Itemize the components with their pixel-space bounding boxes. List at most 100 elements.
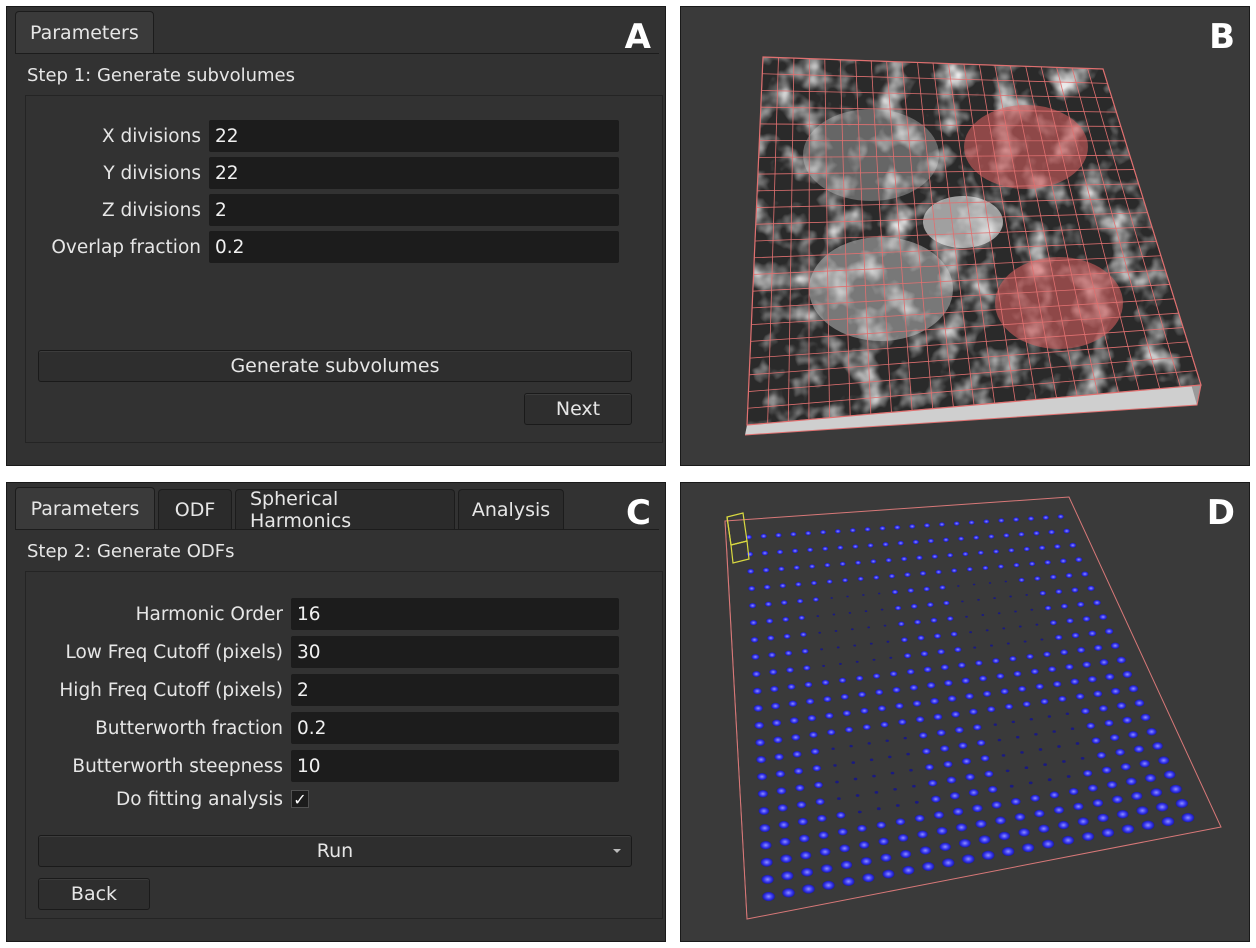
panel-b-subvolume-viewer[interactable]: B [680, 6, 1250, 466]
harmonic-order-input[interactable]: 16 [291, 598, 619, 630]
z-divisions-input[interactable]: 2 [209, 194, 619, 226]
odf-glyph [1022, 701, 1031, 707]
odf-glyph [869, 642, 873, 645]
odf-glyph [1146, 727, 1157, 736]
next-button[interactable]: Next [524, 393, 632, 425]
odf-glyph [1099, 614, 1108, 620]
overlap-fraction-row: Overlap fraction 0.2 [27, 231, 619, 263]
odf-glyph [1156, 802, 1169, 812]
odf-glyph [832, 613, 836, 616]
odf-glyph [747, 568, 755, 574]
odf-glyph [1047, 778, 1052, 782]
odf-glyph [748, 585, 756, 592]
odf-glyph [1140, 713, 1151, 722]
odf-glyph [982, 565, 989, 571]
pillar-region [809, 237, 953, 341]
odf-glyph [1092, 799, 1104, 807]
odf-glyph [997, 564, 1004, 569]
run-dropdown-button[interactable]: Run [38, 835, 632, 867]
butterworth-steepness-row: Butterworth steepness 10 [27, 750, 619, 782]
odf-glyph [1043, 763, 1047, 766]
odf-glyph [800, 851, 812, 860]
odf-glyph [1057, 514, 1064, 519]
panel-letter-d: D [1206, 493, 1235, 533]
odf-glyph [912, 539, 919, 545]
tab-odf[interactable]: ODF [158, 489, 232, 529]
tab-parameters[interactable]: Parameters [15, 487, 155, 529]
odf-glyph [852, 544, 859, 549]
odf-glyph [780, 854, 792, 864]
odf-glyph [779, 837, 791, 846]
odf-glyph [942, 858, 955, 868]
odf-glyph [761, 874, 774, 884]
odf-glyph [778, 820, 789, 829]
butterworth-fraction-label: Butterworth fraction [95, 717, 283, 739]
odf-glyph [958, 536, 965, 541]
panel-d-odf-viewer[interactable]: D [680, 482, 1250, 942]
odf-glyph [849, 528, 856, 533]
odf-glyph [965, 615, 968, 618]
odf-glyph [835, 780, 839, 784]
odf-glyph [1035, 683, 1044, 690]
low-freq-cutoff-input[interactable]: 30 [291, 636, 619, 668]
odf-glyph [1065, 572, 1073, 579]
overlap-fraction-label: Overlap fraction [51, 236, 201, 258]
x-divisions-input[interactable]: 22 [209, 120, 619, 152]
tab-parameters[interactable]: Parameters [15, 11, 154, 53]
odf-glyph [757, 790, 768, 798]
y-divisions-label: Y divisions [103, 162, 201, 184]
odf-glyph [1122, 670, 1133, 678]
odf-glyph [757, 773, 767, 781]
odf-glyph [760, 857, 773, 867]
odf-glyph [1139, 759, 1150, 768]
high-freq-cutoff-label: High Freq Cutoff (pixels) [59, 679, 283, 701]
odf-glyph [1062, 760, 1066, 763]
odf-glyph [957, 585, 960, 587]
odf-glyph [761, 550, 769, 556]
odf-glyph [876, 821, 886, 829]
odf-glyph [756, 756, 766, 764]
odf-glyph [802, 884, 815, 894]
odf-glyph [919, 571, 927, 576]
odf-glyph [1052, 730, 1056, 733]
back-button[interactable]: Back [38, 878, 150, 910]
odf-glyph [972, 583, 976, 586]
odf-glyph [824, 562, 831, 568]
odf-glyph [1053, 806, 1064, 814]
odf-glyph [1010, 798, 1021, 806]
odf-glyph [1116, 702, 1127, 710]
generate-subvolumes-button[interactable]: Generate subvolumes [38, 350, 632, 382]
odf-glyph [826, 579, 833, 584]
tab-spherical-harmonics[interactable]: Spherical Harmonics [235, 488, 455, 532]
butterworth-steepness-input[interactable]: 10 [291, 750, 619, 782]
odf-glyph [842, 710, 851, 717]
butterworth-fraction-input[interactable]: 0.2 [291, 712, 619, 744]
odf-glyph [915, 716, 925, 723]
odf-glyph [1083, 769, 1093, 777]
odf-glyph [976, 739, 986, 746]
odf-glyph [1115, 748, 1125, 756]
overlap-fraction-input[interactable]: 0.2 [209, 231, 619, 263]
odf-glyph [1077, 817, 1089, 826]
odf-glyph [752, 670, 761, 678]
odf-glyph [1087, 585, 1095, 592]
odf-glyph [912, 700, 922, 707]
odf-glyph [935, 569, 942, 575]
y-divisions-input[interactable]: 22 [209, 157, 619, 189]
odf-glyph [988, 582, 992, 584]
odf-glyph [1006, 642, 1010, 645]
butterworth-fraction-row: Butterworth fraction 0.2 [27, 712, 619, 744]
odf-glyph [762, 567, 770, 573]
odf-glyph [804, 681, 813, 688]
odf-glyph [807, 714, 817, 722]
high-freq-cutoff-input[interactable]: 2 [291, 674, 619, 706]
odf-glyph [1075, 557, 1083, 563]
odf-glyph [839, 844, 850, 853]
fitting-analysis-checkbox[interactable]: ✓ [291, 790, 309, 809]
odf-glyph [823, 696, 832, 703]
odf-glyph [766, 618, 774, 624]
odf-glyph [810, 748, 820, 755]
odf-glyph [972, 804, 983, 813]
odf-glyph [961, 757, 972, 765]
tab-analysis[interactable]: Analysis [458, 489, 564, 529]
